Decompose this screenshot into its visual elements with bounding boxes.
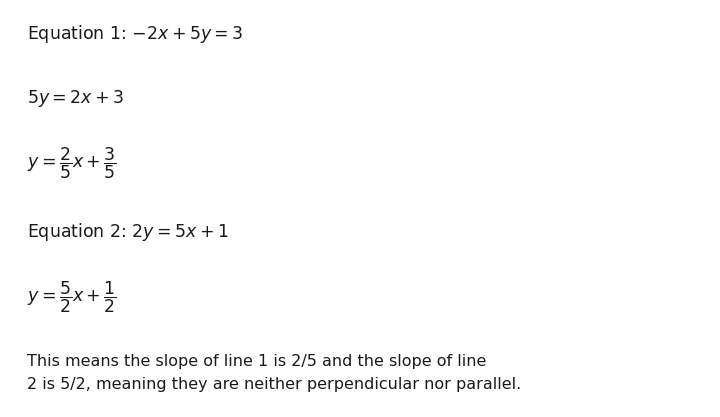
Text: Equation 2: $2y = 5x + 1$: Equation 2: $2y = 5x + 1$ <box>27 221 229 243</box>
Text: This means the slope of line 1 is 2/5 and the slope of line
2 is 5/2, meaning th: This means the slope of line 1 is 2/5 an… <box>27 354 521 392</box>
Text: $5y = 2x + 3$: $5y = 2x + 3$ <box>27 88 125 108</box>
Text: $y = \dfrac{2}{5}x + \dfrac{3}{5}$: $y = \dfrac{2}{5}x + \dfrac{3}{5}$ <box>27 146 117 181</box>
Text: $y = \dfrac{5}{2}x + \dfrac{1}{2}$: $y = \dfrac{5}{2}x + \dfrac{1}{2}$ <box>27 279 117 315</box>
Text: Equation 1: $-2x + 5y = 3$: Equation 1: $-2x + 5y = 3$ <box>27 23 244 45</box>
